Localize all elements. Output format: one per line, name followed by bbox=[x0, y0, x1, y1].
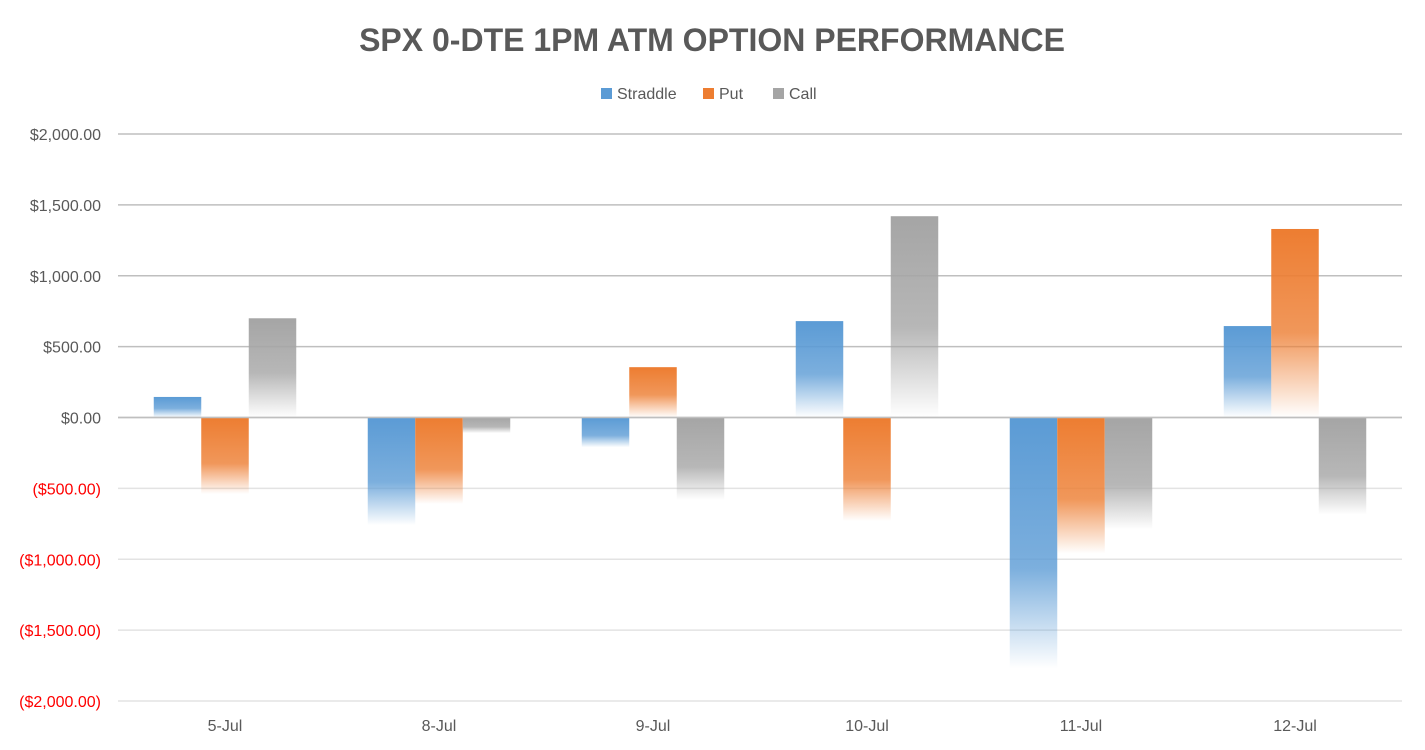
bar-put-9-jul bbox=[629, 367, 677, 418]
bar-straddle-8-jul bbox=[367, 417, 416, 526]
bar-call-9-jul bbox=[676, 417, 725, 500]
bars bbox=[118, 216, 1402, 669]
x-tick-label: 8-Jul bbox=[422, 718, 457, 735]
x-axis: 5-Jul 8-Jul 9-Jul 10-Jul 11-Jul 12-Jul bbox=[208, 718, 1317, 735]
legend-item-call: Call bbox=[773, 86, 817, 103]
bar-straddle-10-jul bbox=[795, 321, 844, 418]
y-tick-label: $500.00 bbox=[43, 340, 101, 357]
bar-straddle-12-jul bbox=[1223, 326, 1272, 418]
legend-swatch bbox=[601, 88, 612, 99]
bar-straddle-5-jul bbox=[153, 396, 202, 418]
x-tick-label: 12-Jul bbox=[1273, 718, 1317, 735]
x-tick-label: 5-Jul bbox=[208, 718, 243, 735]
y-tick-label: $0.00 bbox=[61, 411, 101, 428]
bar-straddle-11-jul bbox=[1009, 417, 1058, 669]
y-tick-label: ($500.00) bbox=[33, 481, 102, 498]
chart-title: SPX 0-DTE 1PM ATM OPTION PERFORMANCE bbox=[359, 22, 1065, 58]
x-tick-label: 11-Jul bbox=[1060, 718, 1102, 735]
y-tick-label: $2,000.00 bbox=[30, 127, 101, 144]
legend-item-straddle: Straddle bbox=[601, 86, 677, 103]
legend-swatch bbox=[773, 88, 784, 99]
bar-put-8-jul bbox=[415, 417, 463, 504]
y-tick-label: $1,000.00 bbox=[30, 269, 101, 286]
y-tick-label: $1,500.00 bbox=[30, 198, 101, 215]
legend: Straddle Put Call bbox=[601, 86, 817, 103]
bar-straddle-9-jul bbox=[581, 417, 630, 448]
x-tick-label: 10-Jul bbox=[845, 718, 889, 735]
y-tick-label: ($2,000.00) bbox=[19, 694, 101, 711]
bar-call-5-jul bbox=[248, 318, 297, 418]
legend-label: Straddle bbox=[617, 86, 677, 103]
legend-swatch bbox=[703, 88, 714, 99]
bar-put-10-jul bbox=[843, 417, 891, 521]
y-axis: $2,000.00 $1,500.00 $1,000.00 $500.00 $0.00 (… bbox=[19, 127, 101, 711]
bar-put-11-jul bbox=[1057, 417, 1105, 554]
legend-label: Call bbox=[789, 86, 817, 103]
legend-label: Put bbox=[719, 86, 744, 103]
bar-call-10-jul bbox=[890, 216, 939, 418]
bar-call-12-jul bbox=[1318, 417, 1367, 515]
bar-call-11-jul bbox=[1104, 417, 1153, 530]
legend-item-put: Put bbox=[703, 86, 744, 103]
bar-put-12-jul bbox=[1271, 228, 1319, 418]
bar-put-5-jul bbox=[201, 417, 249, 495]
y-tick-label: ($1,000.00) bbox=[19, 552, 101, 569]
x-tick-label: 9-Jul bbox=[636, 718, 671, 735]
bar-call-8-jul bbox=[462, 417, 511, 434]
y-tick-label: ($1,500.00) bbox=[19, 623, 101, 640]
